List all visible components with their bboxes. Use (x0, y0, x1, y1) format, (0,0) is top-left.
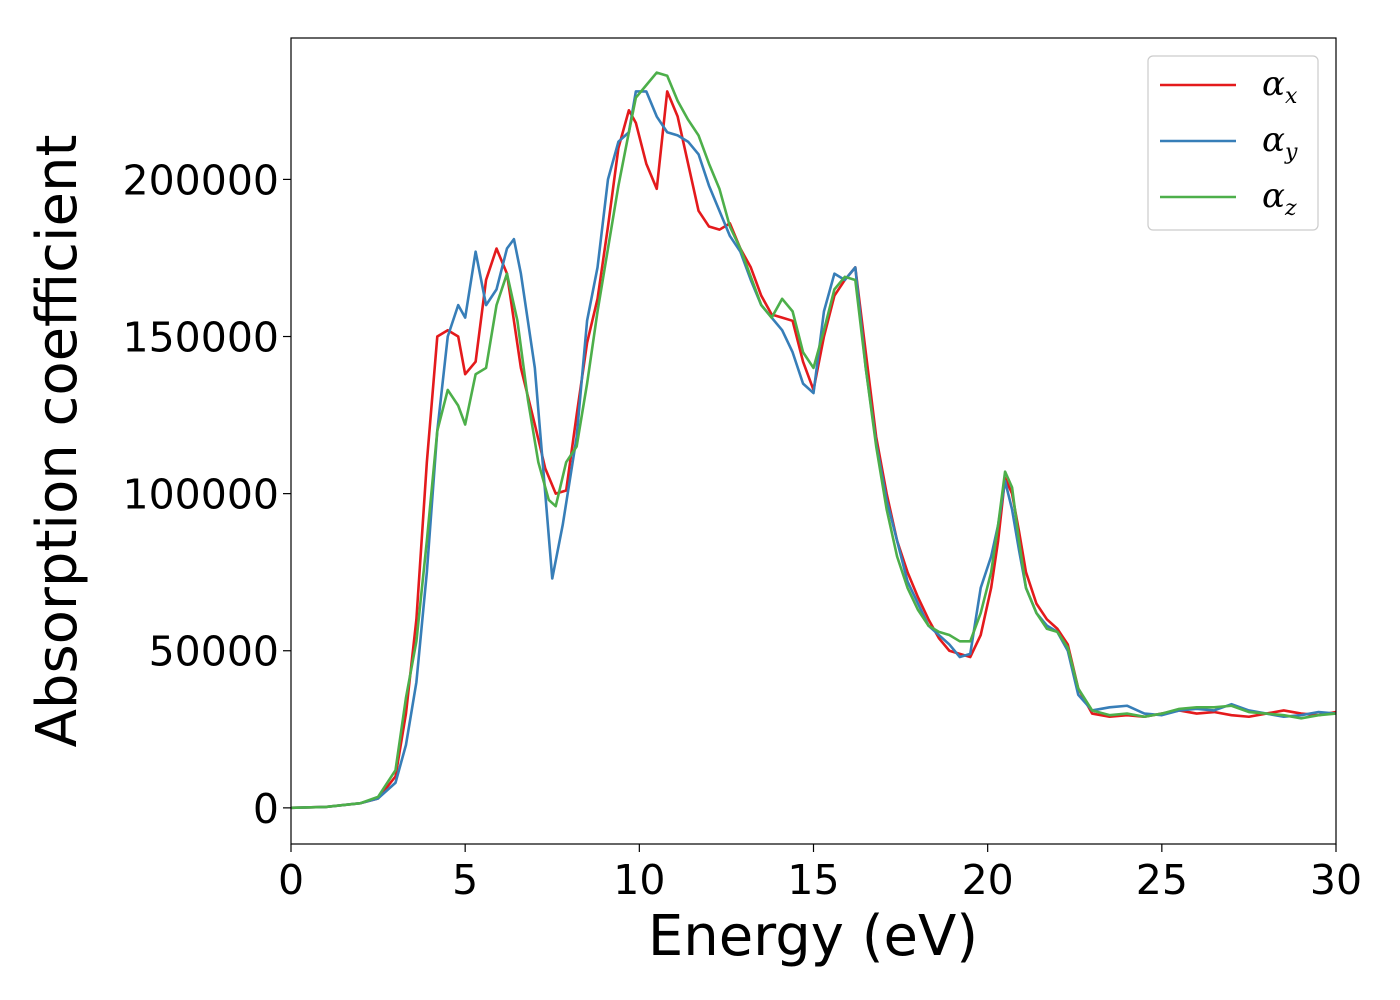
x-tick-label: 25 (1136, 856, 1188, 904)
y-tick-label: 200000 (122, 156, 279, 204)
legend-label-subscript: y (1284, 140, 1298, 165)
x-tick-label: 15 (787, 856, 839, 904)
legend-label-subscript: z (1284, 196, 1297, 221)
x-tick-label: 20 (962, 856, 1014, 904)
y-tick-label: 50000 (149, 628, 279, 676)
series-line-y (291, 90, 1336, 810)
x-axis-label: Energy (eV) (648, 904, 978, 969)
legend-label-y: αy (1262, 120, 1298, 165)
legend-label-main: α (1262, 176, 1285, 216)
y-tick-label: 150000 (122, 314, 279, 362)
x-tick-label: 10 (613, 856, 665, 904)
legend-label-main: α (1262, 64, 1285, 104)
legend-label-x: αx (1262, 64, 1298, 109)
y-tick-label: 0 (253, 785, 279, 833)
y-axis-ticks: 0 50000 100000 150000 200000 (122, 156, 291, 833)
legend-box (1147, 55, 1319, 231)
x-tick-label: 30 (1310, 856, 1362, 904)
x-axis-ticks: 0 5 10 15 20 25 30 (278, 844, 1362, 904)
y-axis-label: Absorption coefficient (25, 135, 90, 748)
legend-label-z: αz (1262, 176, 1297, 221)
x-tick-label: 0 (278, 856, 304, 904)
legend-label-subscript: x (1285, 84, 1298, 109)
series-layer (291, 71, 1336, 810)
series-line-z (291, 71, 1336, 810)
x-tick-label: 5 (452, 856, 478, 904)
legend-label-main: α (1262, 120, 1285, 160)
y-tick-label: 100000 (122, 471, 279, 519)
